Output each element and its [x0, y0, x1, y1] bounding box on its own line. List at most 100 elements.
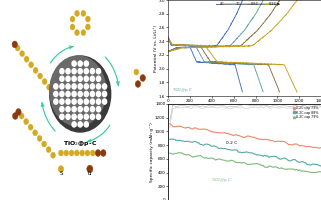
Circle shape [42, 141, 47, 147]
Circle shape [12, 41, 17, 48]
Circle shape [80, 150, 84, 156]
Circle shape [72, 91, 76, 97]
Circle shape [13, 113, 18, 119]
Circle shape [24, 56, 29, 62]
Circle shape [90, 91, 94, 97]
Circle shape [90, 69, 94, 74]
Y-axis label: Potential (V vs. Li/Li⁺): Potential (V vs. Li/Li⁺) [153, 25, 158, 72]
Circle shape [74, 10, 79, 16]
Circle shape [134, 69, 139, 75]
Circle shape [64, 150, 69, 156]
Text: TiO$_2$@p-C: TiO$_2$@p-C [63, 139, 97, 148]
Circle shape [54, 84, 58, 89]
Circle shape [74, 150, 79, 156]
Circle shape [96, 107, 100, 112]
Circle shape [33, 67, 38, 73]
Circle shape [74, 30, 79, 36]
Text: TiO$_2$@p-C: TiO$_2$@p-C [211, 176, 232, 184]
Circle shape [84, 69, 88, 74]
Circle shape [72, 122, 76, 127]
Circle shape [96, 76, 100, 81]
Circle shape [66, 76, 70, 81]
Circle shape [78, 61, 82, 66]
Circle shape [46, 147, 51, 153]
Circle shape [87, 165, 93, 173]
Circle shape [85, 150, 90, 156]
Circle shape [60, 114, 64, 119]
Circle shape [85, 24, 90, 30]
Circle shape [90, 84, 94, 89]
Circle shape [66, 99, 70, 104]
Circle shape [84, 76, 88, 81]
Circle shape [60, 99, 64, 104]
Circle shape [72, 61, 76, 66]
Legend: 0.2C cap 79%, 0.2C cap 88%, 0.2C cap 79%: 0.2C cap 79%, 0.2C cap 88%, 0.2C cap 79% [292, 105, 319, 120]
Circle shape [102, 99, 107, 104]
Circle shape [72, 84, 76, 89]
Circle shape [78, 114, 82, 119]
Circle shape [84, 91, 88, 97]
Circle shape [78, 107, 82, 112]
Circle shape [85, 16, 90, 22]
Circle shape [60, 76, 64, 81]
Circle shape [96, 114, 100, 119]
Circle shape [15, 45, 20, 51]
Circle shape [72, 99, 76, 104]
Circle shape [78, 99, 82, 104]
Circle shape [135, 81, 141, 87]
Circle shape [42, 79, 47, 85]
Circle shape [72, 69, 76, 74]
Circle shape [84, 122, 88, 127]
Circle shape [47, 84, 51, 90]
Circle shape [100, 150, 106, 156]
Circle shape [81, 30, 86, 36]
Circle shape [29, 62, 33, 68]
Circle shape [84, 107, 88, 112]
Circle shape [90, 76, 94, 81]
Circle shape [84, 99, 88, 104]
Y-axis label: Specific capacity (mAh g⁻¹): Specific capacity (mAh g⁻¹) [150, 122, 154, 182]
Circle shape [78, 122, 82, 127]
Circle shape [20, 51, 24, 57]
Circle shape [54, 91, 58, 97]
Circle shape [60, 91, 64, 97]
Circle shape [102, 91, 107, 97]
Circle shape [96, 91, 100, 97]
Circle shape [66, 91, 70, 97]
Text: Li: Li [88, 171, 92, 176]
Circle shape [84, 61, 88, 66]
Circle shape [33, 130, 38, 136]
Circle shape [70, 24, 75, 30]
Circle shape [84, 114, 88, 119]
Circle shape [16, 109, 21, 115]
Circle shape [78, 76, 82, 81]
Circle shape [78, 91, 82, 97]
Circle shape [38, 73, 42, 79]
Circle shape [58, 150, 63, 156]
Circle shape [90, 99, 94, 104]
Circle shape [96, 69, 100, 74]
Circle shape [28, 124, 33, 130]
Circle shape [37, 135, 42, 141]
Circle shape [58, 166, 64, 172]
Circle shape [95, 150, 101, 156]
Circle shape [70, 16, 75, 22]
Text: TiO$_2$@p-C: TiO$_2$@p-C [171, 86, 192, 94]
Circle shape [60, 107, 64, 112]
Circle shape [66, 114, 70, 119]
Circle shape [50, 56, 106, 126]
Circle shape [66, 69, 70, 74]
Circle shape [72, 107, 76, 112]
Circle shape [72, 114, 76, 119]
Circle shape [78, 69, 82, 74]
Circle shape [66, 84, 70, 89]
Circle shape [102, 84, 107, 89]
Circle shape [96, 84, 100, 89]
X-axis label: Capacity (mAh g⁻¹): Capacity (mAh g⁻¹) [224, 104, 265, 108]
Circle shape [78, 84, 82, 89]
Circle shape [81, 10, 86, 16]
Circle shape [66, 107, 70, 112]
Circle shape [19, 113, 24, 119]
Circle shape [90, 114, 94, 119]
Circle shape [24, 119, 29, 125]
